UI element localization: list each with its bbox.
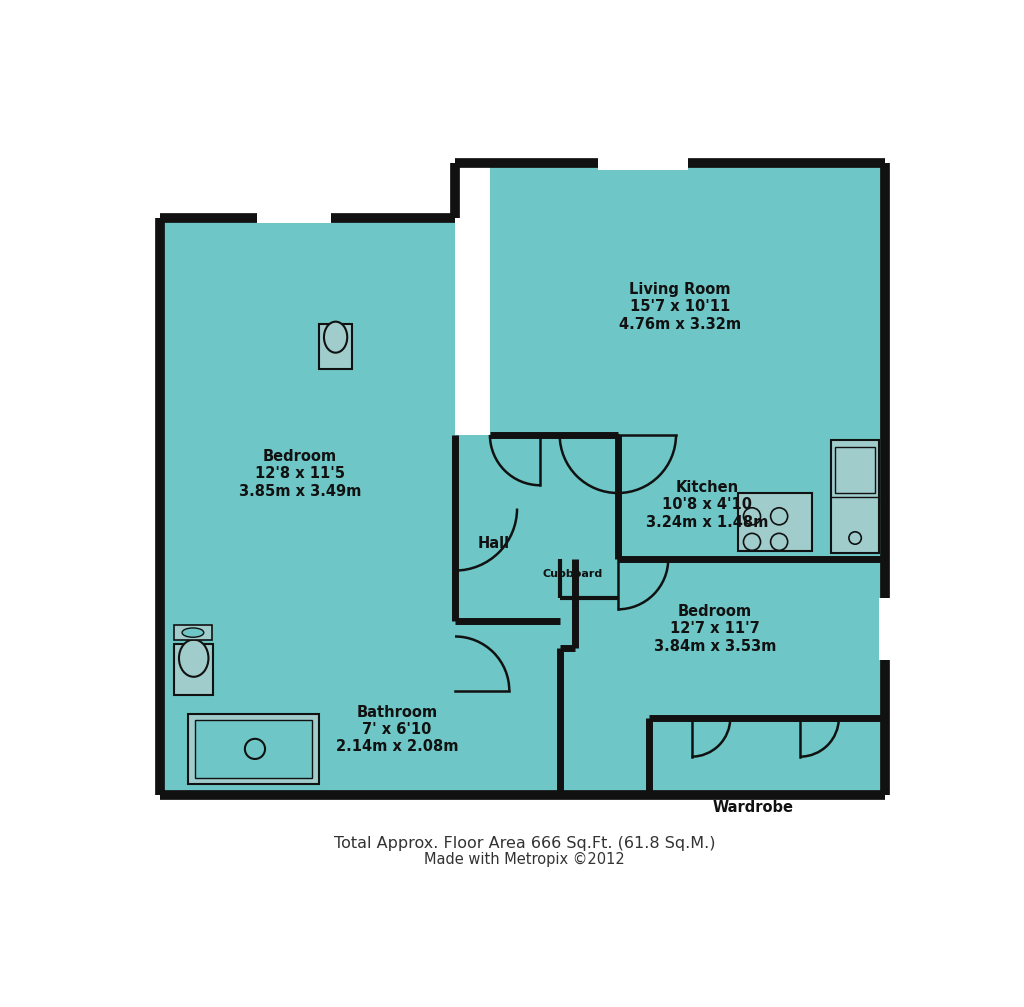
Text: Kitchen
10'8 x 4'10
3.24m x 1.48m: Kitchen 10'8 x 4'10 3.24m x 1.48m — [646, 479, 768, 530]
Text: Bedroom
12'8 x 11'5
3.85m x 3.49m: Bedroom 12'8 x 11'5 3.85m x 3.49m — [239, 449, 361, 498]
Ellipse shape — [182, 628, 204, 637]
Polygon shape — [455, 435, 617, 796]
Bar — [319, 324, 352, 369]
Bar — [880, 598, 893, 660]
Text: Bedroom
12'7 x 11'7
3.84m x 3.53m: Bedroom 12'7 x 11'7 3.84m x 3.53m — [653, 604, 776, 654]
Bar — [598, 156, 688, 170]
Text: Living Room
15'7 x 10'11
4.76m x 3.32m: Living Room 15'7 x 10'11 4.76m x 3.32m — [618, 282, 741, 332]
Text: Total Approx. Floor Area 666 Sq.Ft. (61.8 Sq.M.): Total Approx. Floor Area 666 Sq.Ft. (61.… — [334, 836, 716, 851]
Bar — [831, 440, 880, 553]
Polygon shape — [560, 559, 886, 796]
Polygon shape — [649, 718, 886, 796]
Polygon shape — [617, 435, 886, 559]
Bar — [174, 644, 213, 695]
Bar — [187, 714, 319, 783]
Polygon shape — [560, 559, 617, 598]
Text: Cupboard: Cupboard — [543, 569, 603, 579]
Ellipse shape — [324, 321, 347, 352]
Bar — [835, 446, 876, 493]
Text: Made with Metropix ©2012: Made with Metropix ©2012 — [424, 852, 626, 866]
Text: Bathroom
7' x 6'10
2.14m x 2.08m: Bathroom 7' x 6'10 2.14m x 2.08m — [336, 705, 458, 754]
Bar — [738, 493, 812, 551]
Bar — [196, 720, 311, 778]
Ellipse shape — [179, 639, 209, 677]
Text: Wardrobe: Wardrobe — [713, 800, 794, 815]
Polygon shape — [489, 163, 886, 435]
Bar — [257, 209, 331, 224]
Bar — [174, 624, 212, 640]
Text: Hall: Hall — [478, 536, 510, 551]
Polygon shape — [161, 218, 455, 621]
Polygon shape — [161, 621, 455, 796]
